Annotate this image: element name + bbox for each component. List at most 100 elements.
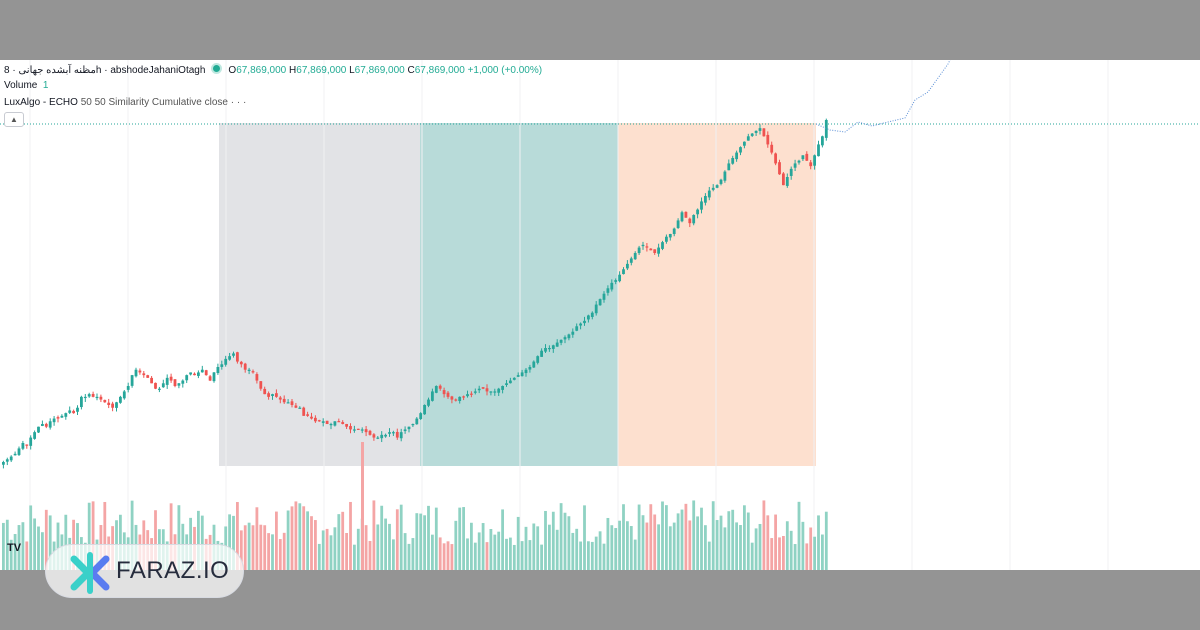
volume-bar — [470, 523, 473, 570]
candle — [306, 414, 309, 416]
volume-bar — [2, 523, 5, 570]
volume-bar — [447, 541, 450, 570]
candle — [361, 429, 364, 430]
more-options-icon[interactable]: · · · — [231, 97, 247, 108]
candle — [677, 220, 680, 228]
candle — [454, 399, 457, 400]
volume-bar — [517, 517, 520, 570]
candle — [404, 429, 407, 431]
candle — [298, 408, 301, 409]
faraz-logo-text: FARAZ.IO — [116, 557, 229, 585]
candle — [501, 386, 504, 390]
indicator-legend[interactable]: LuxAlgo - ECHO 50 50 Similarity Cumulati… — [4, 97, 246, 108]
candle — [88, 394, 91, 396]
candle — [193, 374, 196, 375]
zone-forecast-window — [618, 123, 816, 466]
volume-bar — [415, 513, 418, 570]
volume-bar — [525, 527, 528, 570]
candle — [704, 196, 707, 203]
candle — [115, 402, 118, 408]
candle — [322, 421, 325, 423]
volume-bar — [412, 538, 415, 570]
candle — [37, 427, 40, 433]
volume-bar — [724, 527, 727, 570]
candle — [595, 305, 598, 314]
candle — [622, 269, 625, 274]
volume-bar — [708, 542, 711, 570]
candle — [29, 438, 32, 446]
volume-bar — [478, 532, 481, 570]
volume-bar — [802, 522, 805, 570]
volume-bar — [739, 525, 742, 570]
volume-bar — [821, 535, 824, 570]
volume-bar — [685, 504, 688, 570]
volume-bar — [458, 508, 461, 570]
candle — [119, 397, 122, 403]
volume-bar — [774, 515, 777, 570]
candle — [462, 396, 465, 397]
candle — [267, 393, 270, 397]
price-chart[interactable] — [0, 60, 1200, 570]
candle — [755, 131, 758, 133]
candle — [170, 377, 173, 381]
candle — [552, 345, 555, 349]
candle — [532, 362, 535, 368]
candle — [482, 387, 485, 389]
candle — [774, 153, 777, 163]
volume-bar — [782, 536, 785, 570]
tradingview-logo-icon[interactable]: TV — [7, 542, 29, 560]
volume-bar — [638, 505, 641, 570]
collapse-legend-button[interactable]: ▲ — [4, 112, 24, 127]
candle — [696, 210, 699, 215]
candle — [443, 390, 446, 394]
candle — [248, 370, 251, 371]
candle — [688, 219, 691, 223]
volume-bar — [614, 528, 617, 570]
volume-bar — [369, 541, 372, 570]
candle — [96, 397, 99, 398]
volume-bar — [622, 504, 625, 570]
candle — [252, 371, 255, 372]
volume-bar — [618, 521, 621, 570]
candle — [415, 419, 418, 425]
candle — [181, 381, 184, 384]
candle — [135, 370, 138, 377]
volume-bar — [610, 525, 613, 570]
candle — [435, 386, 438, 393]
candle — [809, 162, 812, 166]
candle — [575, 326, 578, 330]
candle — [720, 180, 723, 184]
candle — [529, 367, 532, 370]
volume-bar — [755, 528, 758, 570]
candle — [68, 410, 71, 412]
volume-bar — [735, 522, 738, 570]
volume-bar — [318, 544, 321, 570]
candle — [782, 173, 785, 185]
candle — [318, 420, 321, 421]
candle — [466, 394, 469, 396]
volume-bar — [759, 524, 762, 570]
candle — [158, 389, 161, 390]
candle — [751, 134, 754, 136]
candle — [540, 351, 543, 357]
candle — [357, 429, 360, 430]
symbol-title[interactable]: مظنه آبشده جهانی · 8h · abshodeJahaniOta… — [4, 65, 205, 76]
candle — [786, 177, 789, 186]
volume-bar — [29, 505, 32, 570]
volume-legend[interactable]: Volume 1 — [4, 80, 48, 91]
volume-bar — [692, 500, 695, 570]
faraz-logo-badge[interactable]: FARAZ.IO — [45, 544, 244, 598]
candle — [478, 389, 481, 390]
candle — [369, 431, 372, 435]
candle — [790, 169, 793, 176]
candle — [802, 155, 805, 159]
candle — [470, 394, 473, 395]
close-value: 67,869,000 — [415, 65, 465, 76]
candle — [544, 348, 547, 352]
volume-bar — [41, 532, 44, 570]
chart-window[interactable]: مظنه آبشده جهانی · 8h · abshodeJahaniOta… — [0, 60, 1200, 570]
candle — [739, 147, 742, 152]
candle — [548, 348, 551, 349]
volume-bar — [419, 514, 422, 570]
volume-bar — [267, 533, 270, 570]
